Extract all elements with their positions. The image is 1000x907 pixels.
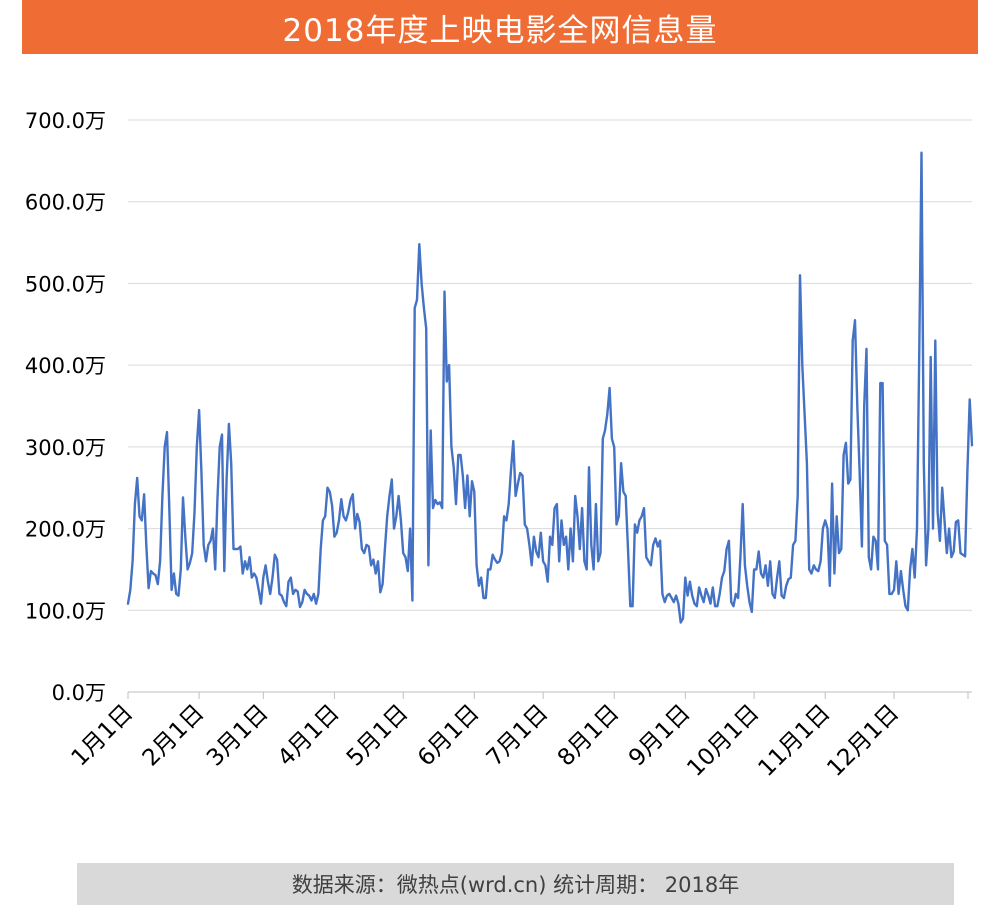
x-tick-label: 10月1日 (682, 700, 764, 782)
x-tick-label: 12月1日 (822, 700, 904, 782)
y-tick-label: 200.0万 (25, 518, 106, 542)
y-tick-label: 0.0万 (52, 681, 106, 705)
x-tick-label: 5月1日 (342, 700, 414, 772)
x-tick-label: 6月1日 (413, 700, 485, 772)
y-tick-label: 100.0万 (25, 599, 106, 623)
x-tick-label: 2月1日 (138, 700, 210, 772)
chart-title: 2018年度上映电影全网信息量 (22, 0, 978, 54)
x-tick-label: 11月1日 (754, 700, 836, 782)
y-tick-label: 300.0万 (25, 436, 106, 460)
x-tick-label: 8月1日 (553, 700, 625, 772)
line-chart: 0.0万 100.0万 200.0万 300.0万 400.0万 500.0万 600.0万… (25, 109, 974, 782)
x-tick-label: 1月1日 (67, 700, 139, 772)
data-source-footer: 数据来源：微热点(wrd.cn) 统计周期： 2018年 (77, 863, 954, 905)
y-tick-label: 700.0万 (25, 109, 106, 133)
x-tick-label: 4月1日 (273, 700, 345, 772)
series-line (126, 151, 974, 624)
y-tick-label: 500.0万 (25, 272, 106, 296)
y-tick-label: 600.0万 (25, 191, 106, 215)
y-tick-label: 400.0万 (25, 354, 106, 378)
x-tick-label: 7月1日 (482, 700, 554, 772)
x-tick-label: 3月1日 (202, 700, 274, 772)
